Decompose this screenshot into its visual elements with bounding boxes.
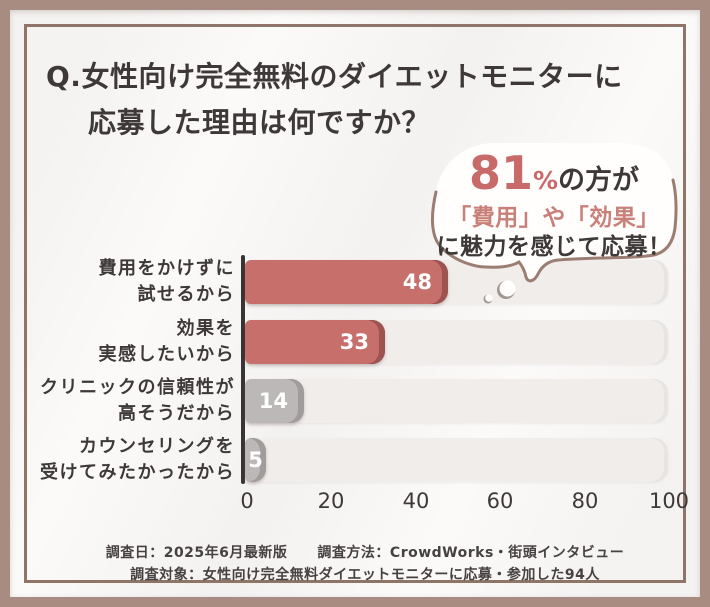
category-label: クリニックの信頼性が 高そうだから [40,377,235,424]
thought-dot-small [483,294,493,304]
page-title-line1: Q.女性向け完全無料のダイエットモニターに [46,60,623,93]
x-tick-100: 100 [648,489,690,513]
x-tick-80: 80 [571,489,599,513]
category-label: 効果を 実感したいから [98,318,235,365]
stat-percentage: 81 [468,146,533,200]
survey-method: 調査方法：CrowdWorks・街頭インタビュー [317,545,625,561]
annotation-stat-line: 81%の方が [426,146,682,200]
annotation-speech-bubble: 81%の方が 「費用」や「効果」 に魅力を感じて応募！ [426,140,682,315]
x-tick-20: 20 [317,489,345,513]
category-label: 費用をかけずに 試せるから [98,258,235,305]
survey-meta: 調査日：2025年6月最新版 調査方法：CrowdWorks・街頭インタビュー … [10,542,710,586]
survey-target: 調査対象：女性向け完全無料ダイエットモニターに応募・参加した94人 [130,567,600,583]
bar-value-14: 14 [245,379,304,423]
y-axis-line [241,255,245,484]
bar-value-label: 14 [258,389,288,413]
x-tick-40: 40 [402,489,430,513]
infographic-card: Q.女性向け完全無料のダイエットモニターに 応募した理由は何ですか？ 費用をかけ… [10,10,700,597]
x-tick-60: 60 [486,489,514,513]
survey-date: 調査日：2025年6月最新版 [105,545,288,561]
bar-value-5: 5 [245,438,266,482]
x-tick-0: 0 [240,489,254,513]
bar-value-label: 5 [248,448,263,472]
speech-bubble-shape [431,143,678,304]
bar-track [245,438,668,482]
bar-value-48: 48 [245,260,448,304]
survey-meta-line1: 調査日：2025年6月最新版 調査方法：CrowdWorks・街頭インタビュー [10,542,710,564]
annotation-keywords: 「費用」や「効果」 [448,205,660,231]
bar-track [245,379,668,423]
percent-sign: % [532,166,559,195]
annotation-conclusion: に魅力を感じて応募！ [436,234,672,260]
bar-value-33: 33 [245,320,385,364]
category-label: カウンセリングを 受けてみたかったから [40,436,235,483]
page-title: Q.女性向け完全無料のダイエットモニターに 応募した理由は何ですか？ [46,54,691,146]
stat-suffix: の方が [558,165,640,196]
bar-value-label: 33 [339,330,369,354]
page-title-line2: 応募した理由は何ですか？ [88,106,431,139]
bar-value-label: 48 [402,270,432,294]
thought-dot-large [497,280,516,299]
